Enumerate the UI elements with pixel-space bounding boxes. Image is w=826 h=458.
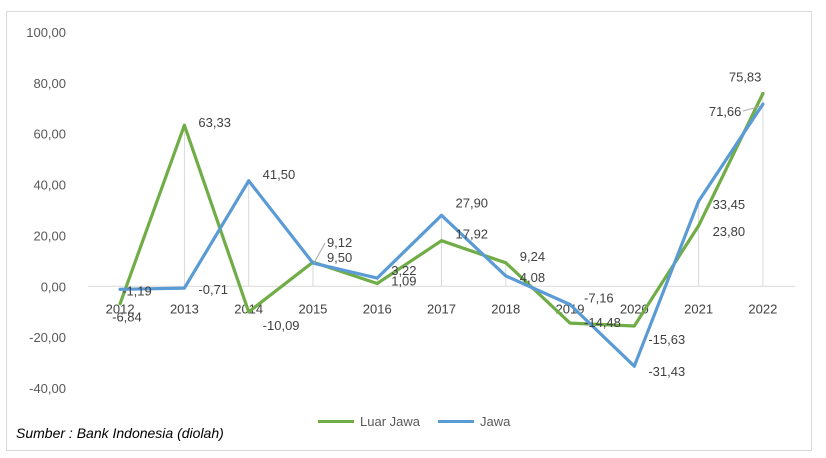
data-label-luar-jawa: -10,09 bbox=[263, 318, 300, 333]
data-label-jawa: 4,08 bbox=[520, 270, 545, 285]
y-tick-label: 40,00 bbox=[33, 178, 66, 193]
data-point-jawa bbox=[697, 199, 701, 203]
data-label-luar-jawa: 9,24 bbox=[520, 249, 545, 264]
data-point-jawa bbox=[440, 213, 443, 217]
y-tick-label: -40,00 bbox=[29, 381, 66, 396]
data-point-luar-jawa bbox=[632, 324, 636, 328]
data-label-luar-jawa: -15,63 bbox=[648, 332, 685, 347]
data-label-luar-jawa: 17,92 bbox=[456, 227, 489, 242]
y-tick-label: 20,00 bbox=[33, 228, 66, 243]
legend-item-luar-jawa[interactable]: Luar Jawa bbox=[318, 414, 420, 429]
data-label-luar-jawa: 75,83 bbox=[729, 69, 762, 84]
data-label-jawa: -0,71 bbox=[198, 282, 228, 297]
data-point-jawa bbox=[761, 102, 765, 106]
data-label-luar-jawa: -14,48 bbox=[584, 315, 621, 330]
chart-frame bbox=[6, 11, 812, 451]
data-point-luar-jawa bbox=[247, 310, 251, 314]
y-tick-label: 0,00 bbox=[41, 279, 66, 294]
data-label-jawa: -1,19 bbox=[122, 283, 152, 298]
data-label-jawa: 33,45 bbox=[713, 197, 746, 212]
data-point-jawa bbox=[311, 261, 315, 265]
data-point-jawa bbox=[247, 179, 251, 183]
data-point-luar-jawa bbox=[375, 282, 379, 286]
data-point-luar-jawa bbox=[568, 321, 572, 325]
data-point-jawa bbox=[182, 286, 186, 290]
data-point-jawa bbox=[568, 302, 572, 306]
legend-swatch-luar-jawa bbox=[318, 420, 354, 423]
data-label-luar-jawa: -6,84 bbox=[112, 310, 142, 325]
data-point-luar-jawa bbox=[761, 91, 765, 95]
data-label-jawa: 27,90 bbox=[456, 195, 489, 210]
x-tick-label: 2015 bbox=[298, 301, 327, 316]
data-label-jawa: -31,43 bbox=[648, 364, 685, 379]
data-point-jawa bbox=[504, 274, 508, 278]
data-label-luar-jawa: 23,80 bbox=[713, 224, 746, 239]
legend: Luar Jawa Jawa bbox=[318, 414, 510, 429]
y-tick-label: 60,00 bbox=[33, 127, 66, 142]
x-tick-label: 2021 bbox=[684, 301, 713, 316]
legend-item-jawa[interactable]: Jawa bbox=[437, 414, 511, 429]
data-label-jawa: -7,16 bbox=[584, 290, 614, 305]
data-point-luar-jawa bbox=[182, 123, 186, 127]
leader-line bbox=[313, 242, 326, 264]
x-tick-label: 2012 bbox=[106, 301, 135, 316]
data-label-jawa: 9,12 bbox=[327, 235, 352, 250]
y-tick-label: 100,00 bbox=[26, 25, 66, 40]
y-tick-label: -20,00 bbox=[29, 330, 66, 345]
leader-line bbox=[742, 105, 761, 112]
data-point-jawa bbox=[375, 276, 379, 280]
legend-label-jawa: Jawa bbox=[479, 414, 511, 429]
data-label-luar-jawa: 63,33 bbox=[198, 115, 231, 130]
x-tick-label: 2016 bbox=[363, 301, 392, 316]
x-tick-label: 2022 bbox=[748, 301, 777, 316]
data-point-jawa bbox=[118, 287, 122, 291]
x-tick-label: 2018 bbox=[491, 301, 520, 316]
x-tick-label: 2013 bbox=[170, 301, 199, 316]
data-point-luar-jawa bbox=[440, 239, 443, 243]
data-point-luar-jawa bbox=[697, 224, 701, 228]
data-point-luar-jawa bbox=[118, 302, 122, 306]
data-label-luar-jawa: 9,50 bbox=[327, 250, 352, 265]
data-label-luar-jawa: 1,09 bbox=[391, 274, 416, 289]
data-point-jawa bbox=[632, 364, 636, 368]
data-label-jawa: 41,50 bbox=[263, 167, 296, 182]
legend-swatch-jawa bbox=[437, 420, 474, 423]
source-note: Sumber : Bank Indonesia (diolah) bbox=[16, 425, 224, 441]
data-point-luar-jawa bbox=[504, 261, 508, 265]
data-label-jawa: 71,66 bbox=[709, 104, 742, 119]
legend-label-luar-jawa: Luar Jawa bbox=[360, 414, 420, 429]
x-tick-label: 2017 bbox=[427, 301, 456, 316]
data-label-jawa: 3,22 bbox=[391, 263, 416, 278]
y-tick-label: 80,00 bbox=[33, 76, 66, 91]
